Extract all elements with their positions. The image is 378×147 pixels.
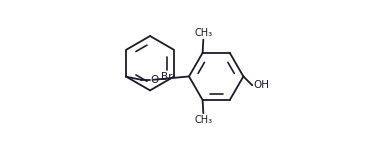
Text: O: O — [151, 75, 159, 85]
Text: CH₃: CH₃ — [194, 28, 212, 38]
Text: Br: Br — [161, 72, 173, 82]
Text: OH: OH — [253, 80, 269, 90]
Text: CH₃: CH₃ — [194, 115, 212, 125]
